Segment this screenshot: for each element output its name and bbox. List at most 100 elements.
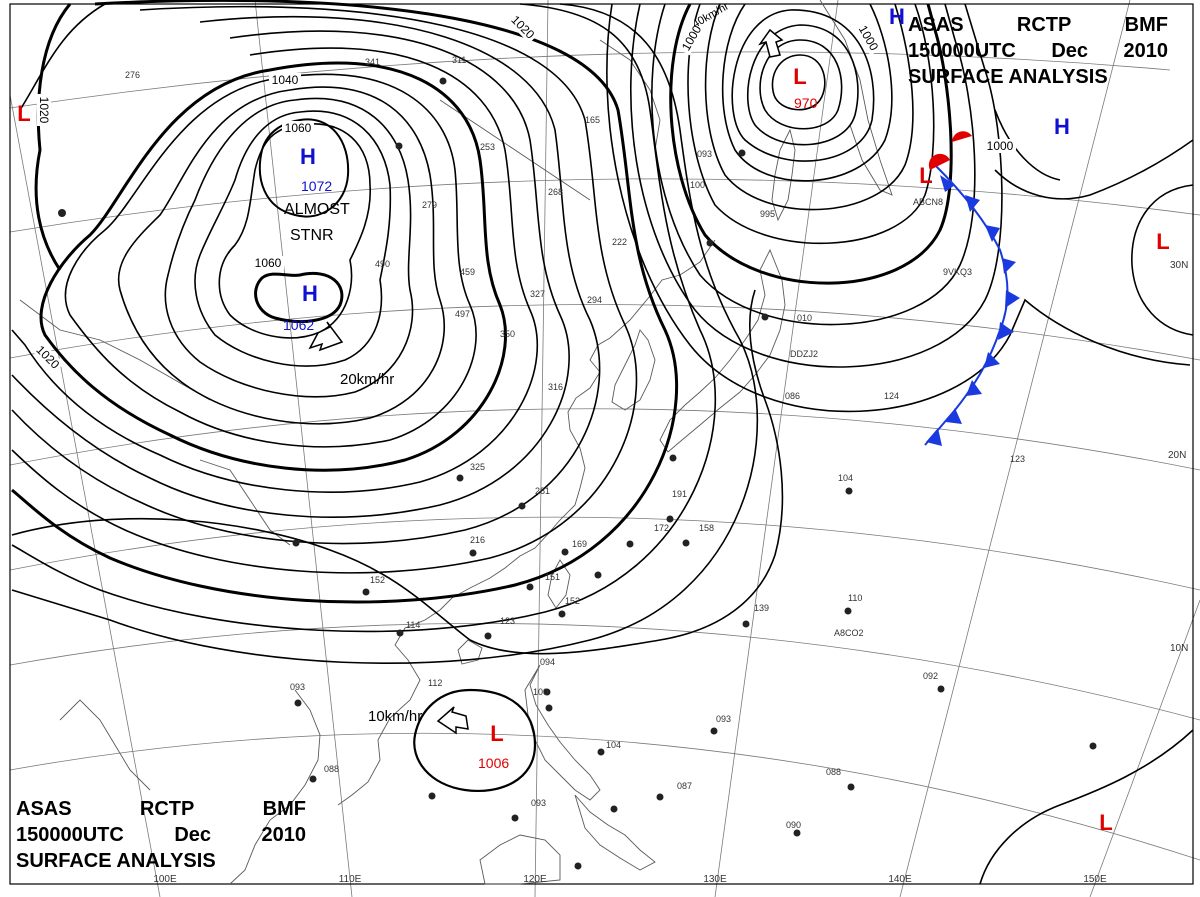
station-pressure-value: 316 bbox=[548, 382, 563, 392]
high-pressure-center: H 1062 bbox=[283, 281, 318, 333]
high-pressure-center: H bbox=[1054, 114, 1070, 139]
station-dot bbox=[484, 632, 492, 640]
header-line-1: ASAS RCTP BMF bbox=[16, 796, 306, 822]
header-product: ASAS bbox=[908, 14, 964, 36]
station-dot bbox=[669, 454, 677, 462]
coast-inland-5 bbox=[599, 39, 661, 151]
isobar-980 bbox=[747, 24, 859, 146]
ship-id: A8CO2 bbox=[834, 628, 864, 638]
longitude-label: 150E bbox=[1083, 874, 1107, 885]
header-org: BMF bbox=[1124, 14, 1168, 36]
station-pressure-value: 090 bbox=[786, 820, 801, 830]
station-pressure-value: 093 bbox=[290, 682, 305, 692]
station-pressure-value: 010 bbox=[797, 313, 812, 323]
header-line-2: 150000UTC Dec 2010 bbox=[16, 822, 306, 848]
station-pressure-value: 152 bbox=[370, 575, 385, 585]
isobar-label: 1020 bbox=[37, 97, 51, 124]
station-dot bbox=[518, 502, 526, 510]
station-pressure-value: 152 bbox=[565, 596, 580, 606]
station-pressure-value: 191 bbox=[672, 489, 687, 499]
station-pressure-value: 281 bbox=[535, 486, 550, 496]
ship-id: 9VKQ3 bbox=[943, 267, 972, 277]
isobar-label-bg bbox=[854, 20, 883, 56]
isobar-label-bg bbox=[37, 94, 51, 126]
header-year: 2010 bbox=[1123, 40, 1168, 62]
isobar-1020-ne bbox=[994, 109, 1061, 181]
isobar-992 bbox=[704, 3, 914, 211]
pressure-letter: L bbox=[919, 163, 932, 188]
isobar-1060 bbox=[218, 123, 371, 339]
header-month: Dec bbox=[1051, 40, 1089, 62]
cold-front-triangle bbox=[946, 408, 962, 424]
pressure-letter: H bbox=[302, 281, 318, 306]
station-pressure-value: 092 bbox=[923, 671, 938, 681]
station-dot bbox=[511, 814, 519, 822]
station-dot bbox=[526, 583, 534, 591]
isobar-1024 bbox=[11, 5, 638, 574]
station-dot bbox=[682, 539, 690, 547]
isobar-1016 bbox=[11, 3, 717, 633]
station-pressure-value: 995 bbox=[760, 209, 775, 219]
isobar-1008-tropical bbox=[413, 688, 537, 792]
low-pressure-center: L 1006 bbox=[478, 721, 509, 771]
meridian-line bbox=[534, 0, 549, 897]
isobar-988 bbox=[721, 3, 893, 182]
central-pressure: 1006 bbox=[478, 755, 509, 771]
cold-front-triangle bbox=[1005, 290, 1020, 308]
station-pressure-value: 311 bbox=[452, 55, 466, 65]
station-dot bbox=[543, 688, 551, 696]
coast-sakhalin bbox=[771, 128, 796, 222]
station-dot bbox=[594, 571, 602, 579]
station-pressure-value: 087 bbox=[677, 781, 692, 791]
isobar-label-bg bbox=[506, 10, 540, 44]
header-bottom: ASAS RCTP BMF 150000UTC Dec 2010 SURFACE… bbox=[16, 796, 306, 874]
isobars bbox=[11, 0, 1194, 885]
header-station: RCTP bbox=[139, 798, 195, 820]
pressure-systems: H 1072 H 1062 L 970 L 1006 H H L L L L bbox=[17, 4, 1169, 835]
motion-arrow-tropical-low bbox=[436, 706, 469, 735]
isobar-1056 bbox=[194, 110, 392, 367]
station-dot bbox=[847, 783, 855, 791]
isobar-1012 bbox=[11, 3, 759, 664]
coast-korea bbox=[611, 329, 656, 411]
graticule bbox=[9, 0, 1200, 897]
isobar-label: 1000 bbox=[987, 139, 1014, 153]
station-pressure-value: 294 bbox=[587, 295, 602, 305]
isobar-1012-south bbox=[11, 289, 784, 655]
isobar-label-bg bbox=[677, 20, 706, 56]
parallel-line bbox=[9, 623, 1200, 721]
front bbox=[924, 131, 1020, 446]
header-product: ASAS bbox=[16, 798, 72, 820]
isobar-996 bbox=[687, 3, 935, 245]
header-org: BMF bbox=[262, 798, 306, 820]
station-pressure-value: 104 bbox=[606, 740, 621, 750]
station-dot bbox=[666, 515, 674, 523]
parallel-line bbox=[9, 51, 1171, 109]
station-pressure-value: 151 bbox=[545, 572, 560, 582]
station-pressure-value: 112 bbox=[428, 678, 442, 688]
station-pressure-value: 139 bbox=[754, 603, 769, 613]
station-dot bbox=[58, 209, 66, 217]
station-dot bbox=[793, 829, 801, 837]
high-pressure-center: H bbox=[889, 4, 905, 29]
isobar-1000 bbox=[669, 3, 953, 285]
isobar-1040 bbox=[39, 61, 507, 472]
station-dot bbox=[597, 748, 605, 756]
isobar-label-bg bbox=[282, 121, 314, 135]
pressure-letter: H bbox=[300, 144, 316, 169]
low-pressure-center: L bbox=[1099, 810, 1112, 835]
header-year: 2010 bbox=[261, 824, 306, 846]
station-pressure-value: 276 bbox=[125, 70, 140, 80]
station-pressure-value: 350 bbox=[500, 329, 515, 339]
station-dot bbox=[738, 149, 746, 157]
pressure-letter: H bbox=[1054, 114, 1070, 139]
central-pressure: 1072 bbox=[301, 178, 332, 194]
isobar-1008 bbox=[630, 3, 1003, 368]
station-pressure-value: 279 bbox=[422, 200, 437, 210]
meridian-line bbox=[714, 0, 839, 897]
cold-front-triangle bbox=[966, 380, 982, 396]
header-line-2: 150000UTC Dec 2010 bbox=[908, 38, 1168, 64]
pressure-letter: L bbox=[17, 101, 30, 126]
annotations: ALMOST STNR 20km/hr 10km/hr 40km/hr bbox=[284, 0, 731, 725]
station-dot bbox=[844, 607, 852, 615]
